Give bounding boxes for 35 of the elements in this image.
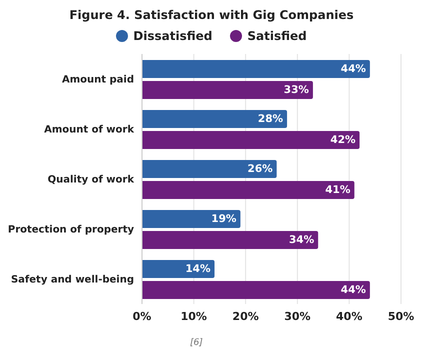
legend-label: Satisfied [247, 29, 307, 43]
bar [142, 260, 215, 278]
data-label: 44% [340, 63, 366, 75]
y-tick-label: Quality of work [48, 174, 134, 186]
bar [142, 60, 370, 78]
bar [142, 81, 313, 99]
legend-label: Dissatisfied [133, 29, 212, 43]
y-tick-label: Protection of property [8, 224, 134, 236]
y-tick-label: Amount of work [44, 124, 134, 136]
x-tick-label: 20% [232, 310, 259, 323]
y-tick-label: Amount paid [62, 74, 134, 86]
data-label: 42% [330, 134, 356, 146]
x-tick-label: 50% [388, 310, 414, 323]
chart-title: Figure 4. Satisfaction with Gig Companies [68, 8, 355, 24]
x-tick-label: 40% [336, 310, 362, 323]
text: [6] [190, 338, 203, 348]
y-tick-label: Safety and well-being [10, 274, 134, 286]
bar [142, 281, 370, 299]
bar [142, 160, 277, 178]
data-label: 26% [248, 163, 274, 175]
data-label: 14% [185, 263, 211, 275]
data-label: 33% [284, 84, 310, 96]
data-label: 34% [288, 234, 315, 246]
x-tick-label: 0% [132, 310, 152, 323]
bar [142, 131, 360, 149]
bar [142, 231, 318, 249]
data-label: 44% [340, 284, 366, 296]
bar [142, 110, 288, 128]
data-label: 28% [258, 113, 284, 125]
x-tick-label: 10% [180, 310, 207, 323]
data-label: 41% [325, 184, 351, 196]
data-label: 19% [211, 213, 237, 225]
bar [142, 181, 354, 199]
x-tick-label: 30% [284, 310, 311, 323]
bar [142, 210, 240, 228]
